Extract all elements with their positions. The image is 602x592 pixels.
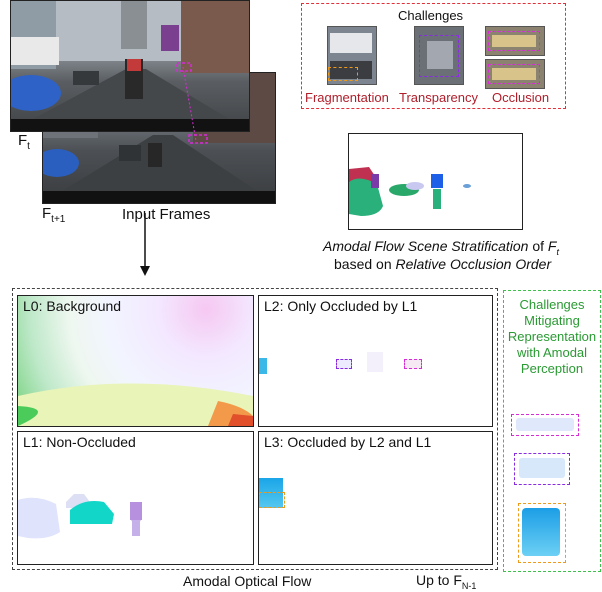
challenge-fragmentation: Fragmentation bbox=[305, 90, 389, 105]
frame-t-scene bbox=[11, 1, 249, 131]
mitigating-text: Challenges Mitigating Representation wit… bbox=[507, 297, 597, 376]
input-frames-caption: Input Frames bbox=[122, 206, 211, 223]
occlusion-thumb-top bbox=[485, 26, 545, 56]
ft-label: Ft bbox=[18, 132, 30, 152]
layer-l1-title: L1: Non-Occluded bbox=[23, 434, 136, 450]
l3-orange-marker bbox=[259, 492, 285, 508]
l2-left-fragment bbox=[259, 358, 267, 374]
challenges-box: Challenges Fragmentation Transparency Oc… bbox=[301, 3, 566, 109]
mitigating-purple-marker bbox=[514, 453, 570, 485]
challenges-title: Challenges bbox=[398, 8, 464, 23]
challenge-occlusion: Occlusion bbox=[492, 90, 550, 105]
layer-l2-title: L2: Only Occluded by L1 bbox=[264, 298, 418, 314]
fragmentation-thumb bbox=[327, 26, 377, 85]
layer-l3-panel: L3: Occluded by L2 and L1 bbox=[258, 431, 493, 565]
stratification-caption-line1: Amodal Flow Scene Stratification of Ft bbox=[323, 238, 559, 257]
stratification-caption-line2: based on Relative Occlusion Order bbox=[334, 256, 552, 272]
l2-magenta-marker bbox=[404, 359, 422, 369]
transparency-thumb bbox=[414, 26, 464, 85]
occlusion-thumb-bottom bbox=[485, 59, 545, 89]
ft1-label: Ft+1 bbox=[42, 205, 66, 225]
layer-l2-panel: L2: Only Occluded by L1 bbox=[258, 295, 493, 427]
l3-fragment bbox=[259, 478, 283, 508]
amodal-flow-caption: Amodal Optical Flow bbox=[183, 573, 312, 589]
layers-container bbox=[12, 288, 498, 570]
mitigating-box: Challenges Mitigating Representation wit… bbox=[503, 290, 601, 572]
layer-l1-objects bbox=[18, 494, 142, 539]
mitigating-magenta-marker bbox=[511, 414, 579, 436]
layer-l0-panel: L0: Background bbox=[17, 295, 254, 427]
l2-faint-shape bbox=[367, 352, 383, 372]
layer-l3-title: L3: Occluded by L2 and L1 bbox=[264, 434, 432, 450]
stratification-scene bbox=[348, 133, 523, 230]
challenge-transparency: Transparency bbox=[399, 90, 478, 105]
l2-purple-marker bbox=[336, 359, 352, 369]
stratification-shapes bbox=[349, 167, 471, 216]
layer-l0-title: L0: Background bbox=[23, 298, 122, 314]
upto-caption: Up to FN-1 bbox=[416, 572, 477, 591]
input-frame-t bbox=[10, 0, 250, 132]
layer-l1-panel: L1: Non-Occluded bbox=[17, 431, 254, 565]
mitigating-orange-marker bbox=[518, 503, 566, 563]
layer-l0-ground bbox=[18, 383, 253, 426]
